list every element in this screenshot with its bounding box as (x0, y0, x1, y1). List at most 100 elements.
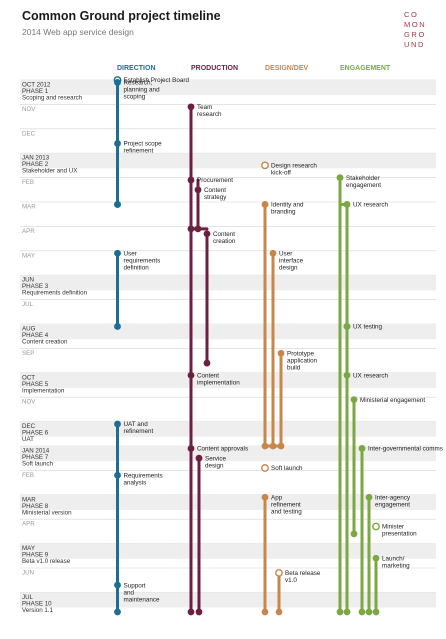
phase-label: Implementation (22, 387, 65, 394)
column-header-production: PRODUCTION (191, 65, 238, 72)
month-label: JUN (22, 277, 34, 284)
month-label: MAR (22, 204, 36, 211)
event-label: Inter-governmental comms (368, 446, 443, 453)
event-label: and (124, 589, 135, 596)
event-marker (350, 396, 358, 404)
event-marker (343, 201, 351, 208)
event-marker (365, 493, 373, 501)
event-label: kick-off (271, 170, 291, 177)
event-label: marketing (382, 562, 410, 569)
phase-label: PHASE 9 (22, 552, 49, 559)
event-label: planning and (124, 87, 161, 94)
event-label: Support (124, 582, 146, 589)
event-label: Identity and (271, 202, 304, 209)
event-marker (269, 249, 277, 257)
event-label: Design research (271, 163, 317, 170)
milestone-marker (275, 568, 283, 577)
event-label: application (287, 357, 318, 364)
event-label: branding (271, 209, 296, 216)
month-label: NOV (22, 399, 36, 406)
event-marker (114, 79, 121, 86)
milestone-marker (261, 464, 269, 472)
event-label: UX research (353, 202, 388, 209)
event-label: Content approvals (197, 446, 248, 453)
event-label: Beta release (285, 570, 321, 577)
end-marker (261, 608, 269, 616)
event-label: App (271, 494, 283, 501)
event-label: Team (197, 104, 212, 111)
phase-label: PHASE 5 (22, 381, 49, 388)
event-label: Requirements (124, 472, 163, 479)
month-label: OCT (22, 374, 35, 381)
event-marker (277, 349, 285, 357)
month-label: JAN 2014 (22, 448, 50, 455)
milestone-marker (372, 522, 380, 531)
event-label: maintenance (124, 596, 161, 603)
logo-line: GRO (404, 30, 426, 39)
month-label: APR (22, 521, 35, 528)
month-label: JUN (22, 570, 34, 577)
end-marker (275, 608, 283, 616)
event-marker (336, 174, 344, 182)
phase-label: Version 1.1 (22, 607, 54, 614)
event-marker (372, 554, 380, 562)
month-label: MAY (22, 252, 35, 259)
month-label: APR (22, 228, 35, 235)
event-marker (114, 249, 121, 257)
milestone-marker (261, 161, 269, 170)
end-marker (358, 608, 366, 616)
month-label: AUG (22, 326, 36, 333)
event-marker (358, 445, 366, 452)
event-label: refinement (124, 428, 154, 435)
end-marker (114, 323, 121, 330)
phase-band (20, 494, 436, 510)
end-marker (336, 608, 344, 616)
phase-label: PHASE 10 (22, 600, 52, 607)
event-label: Minister (382, 524, 404, 531)
phase-label: PHASE 6 (22, 430, 49, 437)
phase-band (20, 592, 436, 608)
event-label: engagement (375, 501, 410, 508)
event-marker (187, 371, 195, 379)
month-label: MAR (22, 496, 36, 503)
phase-band (20, 153, 436, 169)
event-label: engagement (346, 182, 381, 189)
event-marker (195, 454, 203, 462)
event-marker (187, 445, 195, 452)
phase-label: Ministerial version (22, 509, 72, 516)
phase-band (20, 372, 436, 388)
event-label: Soft launch (271, 465, 303, 472)
event-label: Service (205, 455, 226, 462)
event-label: presentation (382, 531, 417, 538)
month-label: SEP (22, 350, 34, 357)
event-label: build (287, 364, 301, 371)
phase-band (20, 80, 436, 96)
event-label: User (124, 250, 137, 257)
event-label: Establish Project Board (124, 77, 190, 84)
end-marker (114, 608, 121, 616)
event-label: requirements (124, 257, 161, 264)
phase-label: Requirements definition (22, 290, 88, 297)
event-marker (261, 493, 269, 501)
phase-label: Soft launch (22, 461, 54, 468)
end-marker (114, 201, 121, 208)
end-marker (365, 608, 373, 616)
event-label: Stakeholder (346, 175, 380, 182)
event-label: design (205, 462, 224, 469)
phase-label: UAT (22, 436, 34, 443)
event-label: design (279, 264, 298, 271)
month-label: JUL (22, 594, 34, 601)
phase-label: PHASE 3 (22, 283, 49, 290)
event-label: analysis (124, 479, 147, 486)
phase-band (20, 324, 436, 340)
event-marker (203, 230, 211, 238)
end-marker (372, 608, 380, 616)
event-label: Prototype (287, 350, 314, 357)
event-label: strategy (204, 194, 227, 201)
phase-band (20, 446, 436, 462)
event-label: interface (279, 257, 304, 264)
event-label: User (279, 250, 292, 257)
end-marker (195, 608, 203, 616)
month-label: JAN 2013 (22, 155, 50, 162)
month-label: DEC (22, 423, 36, 430)
